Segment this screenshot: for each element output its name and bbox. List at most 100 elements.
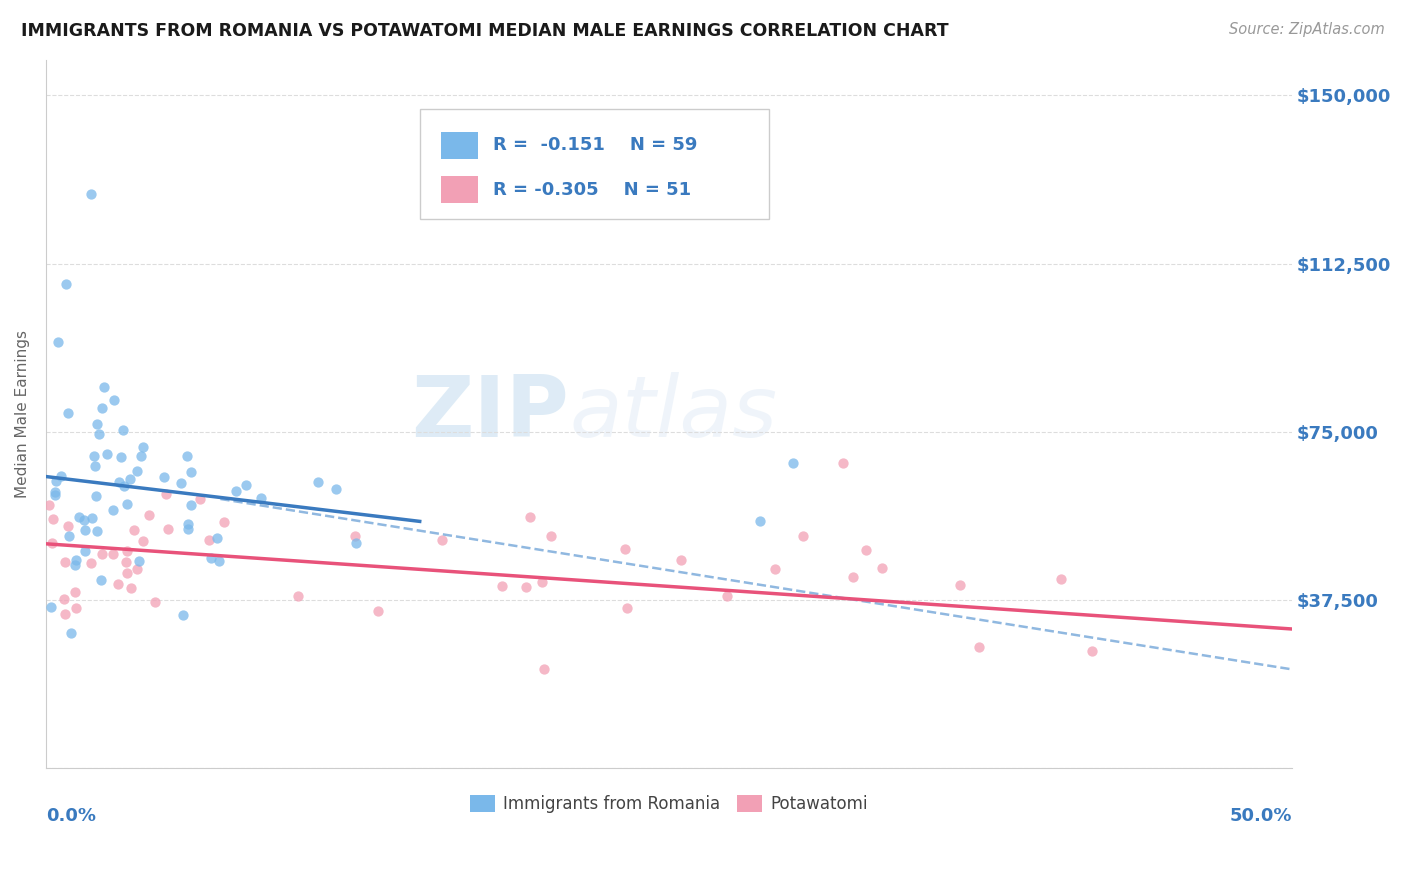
Point bbox=[177, 522, 200, 536]
Point bbox=[80, 556, 103, 570]
Point bbox=[432, 533, 454, 548]
Text: atlas: atlas bbox=[569, 372, 778, 455]
Point bbox=[93, 380, 115, 394]
Point bbox=[132, 440, 155, 454]
Point bbox=[44, 485, 66, 500]
Text: R = -0.305    N = 51: R = -0.305 N = 51 bbox=[494, 181, 692, 199]
Point bbox=[83, 449, 105, 463]
Point bbox=[125, 562, 148, 576]
Point bbox=[1050, 572, 1073, 586]
Point bbox=[90, 573, 112, 587]
Point bbox=[115, 555, 138, 569]
Point bbox=[132, 533, 155, 548]
Point bbox=[307, 475, 329, 489]
Point bbox=[75, 543, 97, 558]
Point bbox=[170, 475, 193, 490]
Point bbox=[42, 512, 65, 526]
Point bbox=[792, 529, 814, 543]
Point bbox=[782, 456, 804, 470]
Point bbox=[107, 577, 129, 591]
Text: R =  -0.151    N = 59: R = -0.151 N = 59 bbox=[494, 136, 697, 154]
Point bbox=[533, 662, 555, 676]
Point bbox=[540, 529, 562, 543]
Point bbox=[208, 554, 231, 568]
Point bbox=[39, 599, 62, 614]
Point bbox=[344, 529, 367, 543]
Legend: Immigrants from Romania, Potawatomi: Immigrants from Romania, Potawatomi bbox=[463, 789, 875, 820]
Point bbox=[115, 543, 138, 558]
Text: Source: ZipAtlas.com: Source: ZipAtlas.com bbox=[1229, 22, 1385, 37]
Point bbox=[491, 579, 513, 593]
Point bbox=[344, 535, 367, 549]
Point bbox=[143, 594, 166, 608]
Point bbox=[200, 550, 222, 565]
Point bbox=[118, 472, 141, 486]
Point bbox=[56, 519, 79, 533]
Point bbox=[180, 498, 202, 512]
Point bbox=[53, 555, 76, 569]
Point bbox=[55, 277, 77, 291]
FancyBboxPatch shape bbox=[441, 177, 478, 203]
Text: IMMIGRANTS FROM ROMANIA VS POTAWATOMI MEDIAN MALE EARNINGS CORRELATION CHART: IMMIGRANTS FROM ROMANIA VS POTAWATOMI ME… bbox=[21, 22, 949, 40]
Point bbox=[73, 523, 96, 537]
Point bbox=[128, 554, 150, 568]
Point bbox=[122, 524, 145, 538]
Point bbox=[41, 536, 63, 550]
Point bbox=[616, 600, 638, 615]
Point bbox=[949, 578, 972, 592]
Point bbox=[107, 475, 129, 490]
Point bbox=[101, 547, 124, 561]
Point bbox=[832, 456, 855, 470]
Text: 50.0%: 50.0% bbox=[1229, 807, 1292, 825]
Point bbox=[614, 541, 637, 556]
Point bbox=[1081, 644, 1104, 658]
Point bbox=[125, 464, 148, 478]
Point bbox=[84, 489, 107, 503]
Point bbox=[177, 516, 200, 531]
Point bbox=[842, 569, 865, 583]
Point bbox=[90, 401, 112, 415]
Point bbox=[89, 426, 111, 441]
Point bbox=[515, 580, 537, 594]
Y-axis label: Median Male Earnings: Median Male Earnings bbox=[15, 330, 30, 498]
Point bbox=[103, 503, 125, 517]
Text: 0.0%: 0.0% bbox=[46, 807, 96, 825]
Point bbox=[198, 533, 221, 547]
Point bbox=[225, 483, 247, 498]
Point bbox=[120, 582, 142, 596]
Point bbox=[103, 393, 125, 408]
Point bbox=[250, 491, 273, 505]
Point bbox=[44, 488, 66, 502]
Point bbox=[115, 497, 138, 511]
Point bbox=[749, 515, 772, 529]
Point bbox=[51, 469, 73, 483]
Point bbox=[86, 524, 108, 538]
Point bbox=[112, 423, 135, 437]
Point bbox=[65, 558, 87, 572]
Point bbox=[287, 589, 309, 603]
Point bbox=[73, 512, 96, 526]
Point bbox=[48, 334, 70, 349]
Point bbox=[138, 508, 160, 522]
Point bbox=[90, 547, 112, 561]
Point bbox=[155, 487, 177, 501]
Point bbox=[86, 417, 108, 431]
Point bbox=[176, 449, 198, 463]
Point bbox=[115, 566, 138, 581]
Point bbox=[855, 543, 877, 558]
Point bbox=[80, 187, 103, 202]
Point bbox=[67, 510, 90, 524]
Point bbox=[325, 482, 347, 496]
Point bbox=[96, 447, 118, 461]
Point bbox=[129, 450, 152, 464]
Text: ZIP: ZIP bbox=[412, 372, 569, 455]
Point bbox=[188, 491, 211, 506]
Point bbox=[152, 469, 174, 483]
Point bbox=[235, 478, 257, 492]
Point bbox=[872, 560, 894, 574]
Point bbox=[38, 498, 60, 512]
Point bbox=[156, 522, 179, 536]
Point bbox=[53, 607, 76, 621]
Point bbox=[65, 601, 87, 615]
Point bbox=[58, 406, 80, 420]
